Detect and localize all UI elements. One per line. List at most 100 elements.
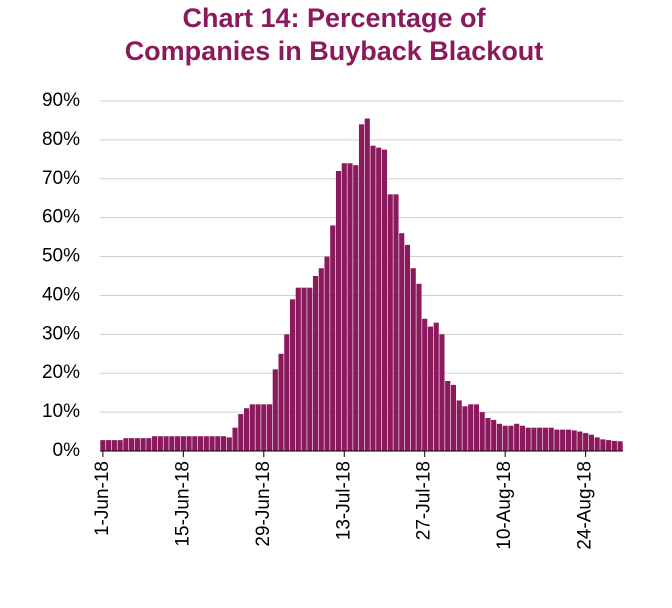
bar [203, 436, 209, 451]
bar [519, 425, 525, 451]
bar [485, 417, 491, 451]
bar [146, 438, 152, 451]
bar [611, 440, 617, 451]
bar [468, 404, 474, 451]
bar [508, 425, 514, 451]
bar [422, 318, 428, 451]
y-tick-label: 20% [42, 362, 80, 383]
bar [272, 369, 278, 451]
bar [427, 326, 434, 451]
bar [399, 233, 405, 451]
bar [491, 419, 497, 451]
bar [445, 381, 451, 451]
y-tick-label: 0% [53, 440, 81, 461]
bar [393, 194, 399, 452]
bar [209, 436, 215, 451]
bar [531, 427, 537, 451]
chart-title: Chart 14: Percentage of [182, 3, 486, 33]
bar [226, 437, 232, 451]
bar [560, 429, 566, 451]
bar [617, 441, 623, 451]
y-tick-label: 70% [42, 168, 80, 189]
bar [542, 427, 548, 451]
bar [514, 423, 520, 451]
bar [266, 404, 273, 451]
y-tick-label: 60% [42, 207, 80, 228]
bar [123, 438, 129, 451]
y-tick-label: 40% [42, 284, 80, 305]
bar [347, 163, 353, 451]
bar [111, 440, 117, 451]
bar [243, 408, 250, 451]
y-tick-label: 80% [42, 129, 80, 150]
bar [312, 276, 319, 451]
bar [456, 400, 462, 451]
bar [565, 429, 571, 451]
bar [180, 436, 186, 451]
bar [289, 299, 296, 451]
bar [220, 436, 227, 451]
bar [583, 433, 589, 451]
bar [594, 437, 600, 451]
x-tick-label: 24-Aug-18 [575, 461, 596, 550]
bar [335, 171, 342, 451]
bar [416, 283, 422, 451]
bar [261, 404, 267, 451]
bar [502, 425, 508, 451]
bar [537, 427, 543, 451]
x-tick-label: 10-Aug-18 [494, 461, 515, 550]
bar [192, 436, 198, 451]
bar [571, 430, 577, 451]
y-tick-label: 30% [42, 323, 80, 344]
bar [554, 429, 560, 451]
bar [479, 412, 485, 451]
bar [100, 440, 106, 451]
bar [249, 404, 255, 451]
bar [163, 436, 169, 451]
bar [238, 414, 244, 451]
bar [370, 145, 376, 451]
bar [301, 287, 307, 451]
y-tick-label: 90% [42, 90, 80, 111]
bar [169, 436, 175, 451]
bar [496, 423, 503, 451]
bar [376, 147, 382, 451]
chart-title: Companies in Buyback Blackout [125, 36, 544, 66]
bar [318, 268, 324, 451]
bar [433, 322, 439, 451]
bar [186, 436, 192, 451]
bar [255, 404, 261, 451]
bar [439, 334, 445, 451]
bar [157, 436, 163, 451]
x-tick-label: 15-Jun-18 [172, 461, 193, 547]
bar [232, 427, 238, 451]
bar [175, 436, 181, 451]
bar [198, 436, 204, 451]
x-tick-label: 29-Jun-18 [253, 461, 274, 547]
bar [278, 353, 284, 451]
bar [134, 438, 140, 451]
y-tick-label: 50% [42, 246, 80, 267]
bar [341, 163, 347, 451]
bar [387, 194, 393, 452]
bar [410, 268, 416, 451]
bar [295, 287, 301, 451]
bar [358, 124, 365, 451]
bar [215, 436, 221, 451]
bar [353, 165, 359, 451]
x-tick-label: 13-Jul-18 [333, 461, 354, 540]
y-tick-label: 10% [42, 401, 80, 422]
bar [588, 434, 594, 451]
bar [117, 440, 123, 451]
bar [462, 406, 468, 451]
bar [152, 436, 158, 451]
bar [324, 256, 330, 451]
bar [364, 118, 370, 451]
bar [577, 431, 583, 451]
bar [600, 439, 606, 451]
bar [330, 225, 336, 451]
bar [106, 440, 112, 451]
bar [381, 149, 388, 451]
bar [307, 287, 313, 451]
bar [525, 427, 531, 451]
